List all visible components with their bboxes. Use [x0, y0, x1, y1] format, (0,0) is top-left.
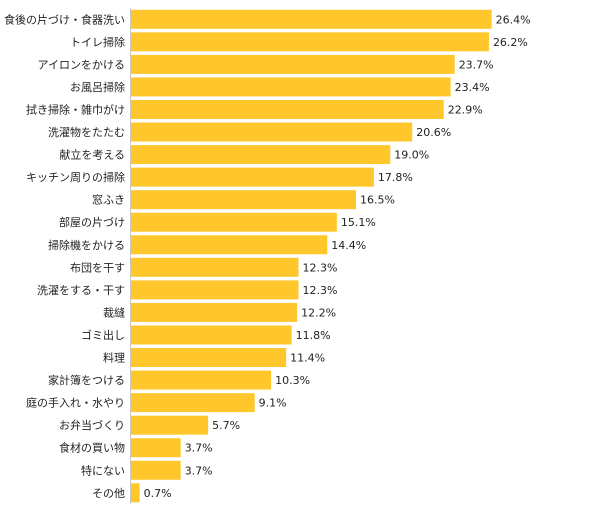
bar [130, 9, 492, 29]
bar [130, 235, 328, 255]
category-label: 献立を考える [59, 148, 125, 162]
category-label: 食材の買い物 [59, 441, 125, 455]
bars-group [130, 9, 492, 503]
value-label: 23.4% [455, 81, 490, 94]
bar [130, 190, 357, 210]
value-label: 3.7% [185, 442, 213, 455]
bar [130, 122, 413, 142]
bar [130, 393, 255, 413]
value-label: 26.2% [493, 36, 528, 49]
category-label: 料理 [103, 351, 125, 365]
bar [130, 325, 292, 345]
bar [130, 280, 299, 300]
category-label: キッチン周りの掃除 [26, 170, 125, 184]
value-label: 12.3% [303, 284, 338, 297]
bar [130, 483, 140, 503]
value-label: 5.7% [212, 419, 240, 432]
bar [130, 348, 287, 368]
bar [130, 257, 299, 277]
category-label: 掃除機をかける [48, 238, 125, 252]
value-labels-group: 26.4% 26.2% 23.7% 23.4% 22.9% 20.6% 19.0% 17.8%… [144, 13, 531, 500]
category-label: 裁縫 [103, 305, 125, 319]
value-label: 16.5% [360, 194, 395, 207]
value-label: 22.9% [448, 103, 483, 116]
category-label: 特にない [81, 463, 125, 477]
bar [130, 77, 451, 97]
bar [130, 145, 391, 165]
bar [130, 167, 374, 187]
category-label: お弁当づくり [59, 418, 125, 432]
category-label: アイロンをかける [38, 58, 125, 71]
category-label: 洗濯をする・干す [37, 284, 125, 297]
category-label: 食後の片づけ・食器洗い [4, 12, 125, 26]
value-label: 26.4% [496, 13, 531, 26]
category-label: 拭き掃除・雑巾がけ [26, 102, 125, 116]
value-label: 9.1% [259, 397, 287, 410]
value-label: 12.3% [303, 261, 338, 274]
category-label: トイレ掃除 [70, 35, 125, 49]
category-label: ゴミ出し [81, 328, 125, 342]
bar [130, 302, 298, 322]
value-label: 19.0% [394, 149, 429, 162]
bar [130, 54, 455, 74]
category-label: 窓ふき [92, 193, 125, 207]
category-label: 庭の手入れ・水やり [26, 396, 125, 410]
value-label: 20.6% [416, 126, 451, 139]
category-label: その他 [92, 487, 125, 500]
bar [130, 438, 181, 458]
value-label: 11.4% [290, 352, 325, 365]
value-label: 14.4% [331, 239, 366, 252]
value-label: 12.2% [301, 306, 336, 319]
value-label: 10.3% [275, 374, 310, 387]
value-label: 3.7% [185, 464, 213, 477]
bar [130, 212, 337, 232]
bar [130, 370, 272, 390]
category-labels-group: 食後の片づけ・食器洗いトイレ掃除アイロンをかけるお風呂掃除拭き掃除・雑巾がけ洗濯… [4, 12, 125, 500]
category-label: 部屋の片づけ [59, 215, 125, 229]
category-label: 布団を干す [70, 261, 125, 274]
value-label: 11.8% [296, 329, 331, 342]
bar [130, 460, 181, 480]
bar [130, 415, 209, 435]
bar [130, 32, 489, 52]
value-label: 15.1% [341, 216, 376, 229]
value-label: 0.7% [144, 487, 172, 500]
bar [130, 99, 444, 119]
category-label: 洗濯物をたたむ [48, 125, 125, 139]
value-label: 23.7% [459, 58, 494, 71]
category-label: 家計簿をつける [48, 373, 125, 387]
value-label: 17.8% [378, 171, 413, 184]
category-label: お風呂掃除 [70, 80, 125, 94]
